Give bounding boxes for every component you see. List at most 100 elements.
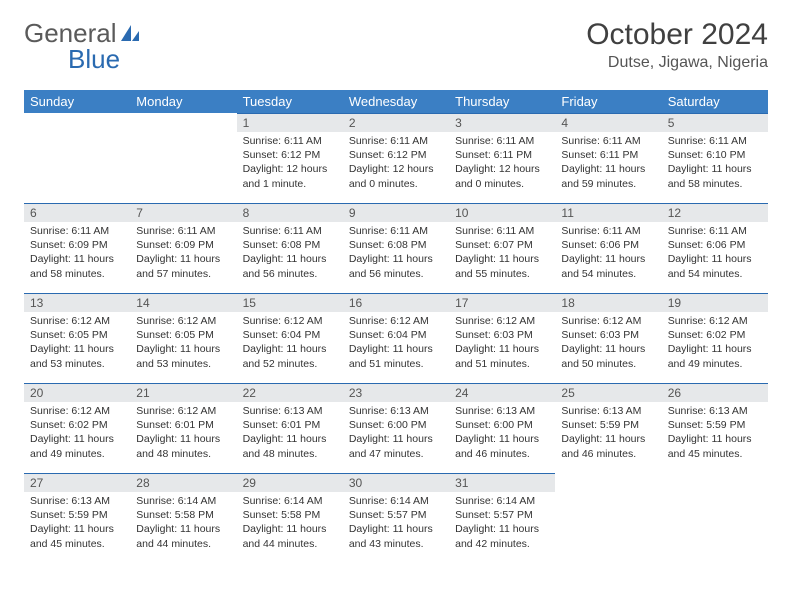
day-number: 26: [662, 383, 768, 402]
day-details: Sunrise: 6:14 AMSunset: 5:57 PMDaylight:…: [449, 492, 555, 557]
page-title: October 2024: [586, 18, 768, 52]
day-number: 18: [555, 293, 661, 312]
calendar-cell: 10Sunrise: 6:11 AMSunset: 6:07 PMDayligh…: [449, 203, 555, 293]
day-details: Sunrise: 6:11 AMSunset: 6:07 PMDaylight:…: [449, 222, 555, 287]
day-details: Sunrise: 6:13 AMSunset: 6:00 PMDaylight:…: [343, 402, 449, 467]
day-details: Sunrise: 6:11 AMSunset: 6:09 PMDaylight:…: [24, 222, 130, 287]
day-details: Sunrise: 6:14 AMSunset: 5:58 PMDaylight:…: [130, 492, 236, 557]
day-number: 13: [24, 293, 130, 312]
calendar-cell: [130, 113, 236, 203]
calendar-cell: 25Sunrise: 6:13 AMSunset: 5:59 PMDayligh…: [555, 383, 661, 473]
day-number: 11: [555, 203, 661, 222]
day-header: Saturday: [662, 90, 768, 113]
day-details: Sunrise: 6:12 AMSunset: 6:03 PMDaylight:…: [555, 312, 661, 377]
logo-line2: Blue: [24, 44, 120, 75]
day-number: 4: [555, 113, 661, 132]
calendar-cell: 18Sunrise: 6:12 AMSunset: 6:03 PMDayligh…: [555, 293, 661, 383]
calendar-table: SundayMondayTuesdayWednesdayThursdayFrid…: [24, 90, 768, 563]
calendar-week-row: 27Sunrise: 6:13 AMSunset: 5:59 PMDayligh…: [24, 473, 768, 563]
day-details: Sunrise: 6:12 AMSunset: 6:05 PMDaylight:…: [24, 312, 130, 377]
day-number: 8: [237, 203, 343, 222]
calendar-cell: [24, 113, 130, 203]
day-number: 30: [343, 473, 449, 492]
day-details: Sunrise: 6:12 AMSunset: 6:01 PMDaylight:…: [130, 402, 236, 467]
calendar-cell: 4Sunrise: 6:11 AMSunset: 6:11 PMDaylight…: [555, 113, 661, 203]
calendar-cell: 17Sunrise: 6:12 AMSunset: 6:03 PMDayligh…: [449, 293, 555, 383]
day-number: 15: [237, 293, 343, 312]
calendar-cell: 11Sunrise: 6:11 AMSunset: 6:06 PMDayligh…: [555, 203, 661, 293]
day-number: 25: [555, 383, 661, 402]
day-number: 3: [449, 113, 555, 132]
calendar-cell: 29Sunrise: 6:14 AMSunset: 5:58 PMDayligh…: [237, 473, 343, 563]
day-number: 28: [130, 473, 236, 492]
calendar-week-row: 20Sunrise: 6:12 AMSunset: 6:02 PMDayligh…: [24, 383, 768, 473]
day-number: 10: [449, 203, 555, 222]
calendar-week-row: 6Sunrise: 6:11 AMSunset: 6:09 PMDaylight…: [24, 203, 768, 293]
calendar-cell: 16Sunrise: 6:12 AMSunset: 6:04 PMDayligh…: [343, 293, 449, 383]
calendar-cell: 13Sunrise: 6:12 AMSunset: 6:05 PMDayligh…: [24, 293, 130, 383]
day-header: Tuesday: [237, 90, 343, 113]
calendar-cell: 31Sunrise: 6:14 AMSunset: 5:57 PMDayligh…: [449, 473, 555, 563]
calendar-cell: 14Sunrise: 6:12 AMSunset: 6:05 PMDayligh…: [130, 293, 236, 383]
day-header: Sunday: [24, 90, 130, 113]
day-details: Sunrise: 6:12 AMSunset: 6:03 PMDaylight:…: [449, 312, 555, 377]
day-number: 21: [130, 383, 236, 402]
calendar-body: 1Sunrise: 6:11 AMSunset: 6:12 PMDaylight…: [24, 113, 768, 563]
calendar-week-row: 1Sunrise: 6:11 AMSunset: 6:12 PMDaylight…: [24, 113, 768, 203]
header: General October 2024 Dutse, Jigawa, Nige…: [24, 18, 768, 72]
calendar-week-row: 13Sunrise: 6:12 AMSunset: 6:05 PMDayligh…: [24, 293, 768, 383]
day-header-row: SundayMondayTuesdayWednesdayThursdayFrid…: [24, 90, 768, 113]
day-number: 19: [662, 293, 768, 312]
day-details: Sunrise: 6:11 AMSunset: 6:12 PMDaylight:…: [237, 132, 343, 197]
day-details: Sunrise: 6:12 AMSunset: 6:02 PMDaylight:…: [662, 312, 768, 377]
calendar-cell: 21Sunrise: 6:12 AMSunset: 6:01 PMDayligh…: [130, 383, 236, 473]
day-details: Sunrise: 6:11 AMSunset: 6:09 PMDaylight:…: [130, 222, 236, 287]
day-details: Sunrise: 6:11 AMSunset: 6:11 PMDaylight:…: [555, 132, 661, 197]
day-details: Sunrise: 6:13 AMSunset: 6:00 PMDaylight:…: [449, 402, 555, 467]
day-number: 1: [237, 113, 343, 132]
day-details: Sunrise: 6:11 AMSunset: 6:08 PMDaylight:…: [237, 222, 343, 287]
calendar-cell: 3Sunrise: 6:11 AMSunset: 6:11 PMDaylight…: [449, 113, 555, 203]
day-header: Wednesday: [343, 90, 449, 113]
day-details: Sunrise: 6:13 AMSunset: 5:59 PMDaylight:…: [662, 402, 768, 467]
calendar-cell: [662, 473, 768, 563]
day-details: Sunrise: 6:14 AMSunset: 5:58 PMDaylight:…: [237, 492, 343, 557]
calendar-cell: 28Sunrise: 6:14 AMSunset: 5:58 PMDayligh…: [130, 473, 236, 563]
calendar-cell: 15Sunrise: 6:12 AMSunset: 6:04 PMDayligh…: [237, 293, 343, 383]
calendar-cell: 8Sunrise: 6:11 AMSunset: 6:08 PMDaylight…: [237, 203, 343, 293]
location-subtitle: Dutse, Jigawa, Nigeria: [586, 54, 768, 72]
day-number: 7: [130, 203, 236, 222]
calendar-cell: 30Sunrise: 6:14 AMSunset: 5:57 PMDayligh…: [343, 473, 449, 563]
calendar-cell: 2Sunrise: 6:11 AMSunset: 6:12 PMDaylight…: [343, 113, 449, 203]
day-number: 5: [662, 113, 768, 132]
day-details: Sunrise: 6:12 AMSunset: 6:04 PMDaylight:…: [343, 312, 449, 377]
calendar-cell: 26Sunrise: 6:13 AMSunset: 5:59 PMDayligh…: [662, 383, 768, 473]
day-details: Sunrise: 6:13 AMSunset: 5:59 PMDaylight:…: [555, 402, 661, 467]
day-number: 24: [449, 383, 555, 402]
calendar-cell: 19Sunrise: 6:12 AMSunset: 6:02 PMDayligh…: [662, 293, 768, 383]
calendar-cell: 12Sunrise: 6:11 AMSunset: 6:06 PMDayligh…: [662, 203, 768, 293]
calendar-cell: 20Sunrise: 6:12 AMSunset: 6:02 PMDayligh…: [24, 383, 130, 473]
day-details: Sunrise: 6:13 AMSunset: 5:59 PMDaylight:…: [24, 492, 130, 557]
calendar-cell: 7Sunrise: 6:11 AMSunset: 6:09 PMDaylight…: [130, 203, 236, 293]
day-number: 31: [449, 473, 555, 492]
calendar-cell: 9Sunrise: 6:11 AMSunset: 6:08 PMDaylight…: [343, 203, 449, 293]
day-number: 23: [343, 383, 449, 402]
day-number: 17: [449, 293, 555, 312]
calendar-cell: 24Sunrise: 6:13 AMSunset: 6:00 PMDayligh…: [449, 383, 555, 473]
day-details: Sunrise: 6:11 AMSunset: 6:06 PMDaylight:…: [662, 222, 768, 287]
day-details: Sunrise: 6:12 AMSunset: 6:02 PMDaylight:…: [24, 402, 130, 467]
day-number: 16: [343, 293, 449, 312]
day-number: 20: [24, 383, 130, 402]
calendar-cell: 5Sunrise: 6:11 AMSunset: 6:10 PMDaylight…: [662, 113, 768, 203]
day-number: 29: [237, 473, 343, 492]
calendar-cell: 1Sunrise: 6:11 AMSunset: 6:12 PMDaylight…: [237, 113, 343, 203]
day-details: Sunrise: 6:12 AMSunset: 6:04 PMDaylight:…: [237, 312, 343, 377]
day-details: Sunrise: 6:11 AMSunset: 6:06 PMDaylight:…: [555, 222, 661, 287]
day-number: 27: [24, 473, 130, 492]
day-details: Sunrise: 6:14 AMSunset: 5:57 PMDaylight:…: [343, 492, 449, 557]
calendar-cell: 6Sunrise: 6:11 AMSunset: 6:09 PMDaylight…: [24, 203, 130, 293]
day-number: 12: [662, 203, 768, 222]
calendar-cell: 22Sunrise: 6:13 AMSunset: 6:01 PMDayligh…: [237, 383, 343, 473]
day-header: Friday: [555, 90, 661, 113]
